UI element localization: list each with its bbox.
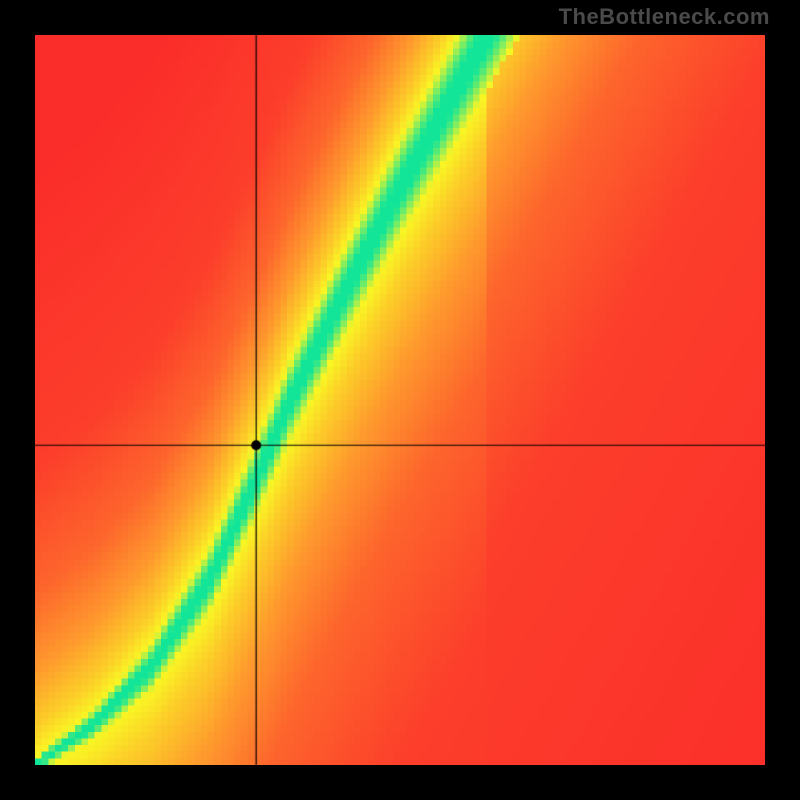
heatmap-canvas	[35, 35, 765, 765]
watermark-text: TheBottleneck.com	[559, 4, 770, 30]
chart-container: TheBottleneck.com	[0, 0, 800, 800]
